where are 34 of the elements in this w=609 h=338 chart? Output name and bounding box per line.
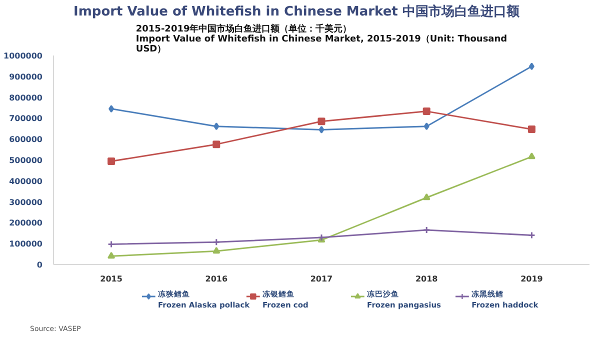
point: [528, 126, 536, 134]
y-tick-label: 900000: [9, 72, 43, 82]
y-tick-label: 800000: [9, 93, 43, 102]
y-tick-label: 400000: [9, 176, 43, 186]
x-tick-label: 2018: [415, 274, 438, 284]
point: [422, 226, 430, 234]
y-tick-label: 100000: [9, 240, 43, 249]
y-tick-label: 200000: [9, 218, 43, 228]
chart-title: Import Value of Whitefish in Chinese Market 中国市场白鱼进口额: [74, 4, 520, 20]
y-tick-label: 600000: [9, 135, 43, 144]
point: [108, 158, 116, 166]
point: [318, 118, 326, 126]
x-tick-label: 2019: [520, 274, 544, 284]
x-tick-label: 2016: [205, 274, 228, 284]
y-tick-label: 1000000: [4, 52, 43, 60]
x-tick-label: 2015: [100, 274, 123, 284]
point: [424, 122, 430, 130]
point: [212, 238, 220, 246]
y-tick-label: 300000: [9, 198, 43, 207]
point: [108, 252, 116, 259]
point: [212, 246, 220, 254]
point: [422, 108, 430, 116]
point: [212, 140, 220, 148]
y-tick-label: 700000: [9, 114, 43, 124]
point: [528, 152, 536, 160]
y-tick-label: 0: [36, 260, 43, 270]
point: [422, 193, 430, 200]
point: [528, 62, 534, 70]
y-tick-label: 500000: [9, 156, 43, 165]
point: [214, 122, 220, 130]
chart-subtitle: 2015-2019年中国市场白鱼进口额（单位：千美元） Import Value of Whitefish in Chinese Market, 2015-2019（Unit: Thousand USD）: [136, 24, 508, 54]
point: [108, 105, 114, 113]
point: [318, 126, 324, 134]
x-tick-label: 2017: [310, 274, 333, 284]
